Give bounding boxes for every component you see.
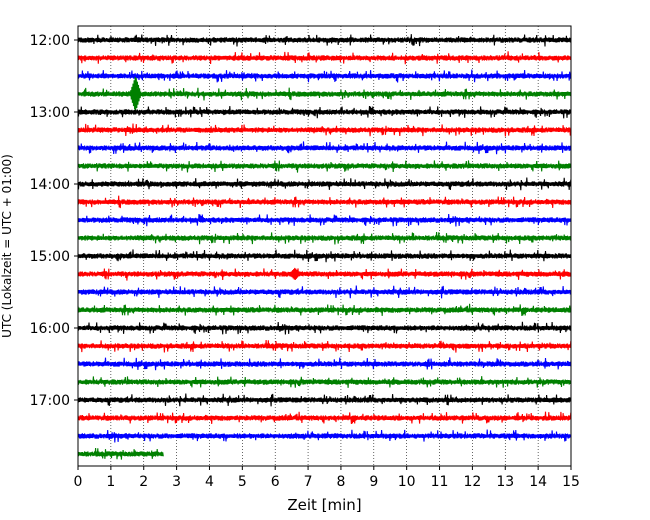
seismogram-trace bbox=[77, 213, 572, 227]
x-tick-label: 3 bbox=[172, 474, 181, 490]
seismogram-trace bbox=[77, 123, 572, 137]
seismogram-trace bbox=[77, 231, 572, 245]
seismogram-traces bbox=[77, 34, 572, 460]
seismogram-trace bbox=[77, 376, 572, 388]
vertical-grid bbox=[110, 26, 539, 466]
seismogram-trace bbox=[77, 303, 572, 317]
y-axis-title: UTC (Lokalzeit = UTC + 01:00) bbox=[0, 154, 14, 338]
seismogram-trace bbox=[77, 285, 572, 299]
seismogram-trace bbox=[77, 393, 572, 407]
plot-frame bbox=[77, 25, 572, 467]
seismogram-trace bbox=[77, 249, 572, 263]
seismogram-trace bbox=[77, 177, 572, 191]
x-tick-label: 4 bbox=[205, 474, 214, 490]
x-tick-label: 1 bbox=[106, 474, 115, 490]
y-tick-label: 16:00 bbox=[30, 321, 70, 337]
y-tick-label: 15:00 bbox=[30, 249, 70, 265]
seismogram-trace bbox=[77, 321, 572, 335]
y-tick-label: 14:00 bbox=[30, 177, 70, 193]
x-tick-label: 15 bbox=[562, 474, 580, 490]
x-tick-label: 14 bbox=[529, 474, 547, 490]
seismogram-trace bbox=[77, 76, 572, 112]
y-tick-label: 13:00 bbox=[30, 105, 70, 121]
x-tick-label: 12 bbox=[463, 474, 481, 490]
seismogram-trace bbox=[77, 51, 572, 65]
seismogram-trace bbox=[77, 357, 572, 371]
x-tick-label: 13 bbox=[496, 474, 514, 490]
seismogram-trace bbox=[77, 141, 572, 155]
seismogram-trace bbox=[77, 69, 572, 83]
seismogram-trace bbox=[77, 447, 164, 460]
seismogram-trace bbox=[77, 411, 572, 425]
x-tick-label: 2 bbox=[139, 474, 148, 490]
seismogram-trace bbox=[77, 339, 572, 353]
seismogram-trace bbox=[77, 429, 572, 443]
seismogram-trace bbox=[77, 195, 572, 209]
x-tick-label: 11 bbox=[431, 474, 449, 490]
seismogram-trace bbox=[77, 34, 572, 47]
x-tick-label: 10 bbox=[398, 474, 416, 490]
x-tick-label: 5 bbox=[238, 474, 247, 490]
seismogram-trace bbox=[77, 267, 572, 281]
seismogram-trace bbox=[77, 160, 572, 173]
x-axis-ticks: 0 1 2 3 4 5 6 7 8 9 10 11 12 13 14 15 bbox=[74, 466, 580, 490]
x-tick-label: 7 bbox=[304, 474, 313, 490]
y-tick-label: 17:00 bbox=[30, 393, 70, 409]
x-axis-title: Zeit [min] bbox=[287, 496, 361, 514]
x-tick-label: 9 bbox=[369, 474, 378, 490]
seismogram-trace bbox=[77, 105, 572, 119]
y-tick-label: 12:00 bbox=[30, 33, 70, 49]
x-tick-label: 6 bbox=[271, 474, 280, 490]
x-tick-label: 8 bbox=[336, 474, 345, 490]
y-axis-ticks: 12:00 13:00 14:00 15:00 16:00 17:00 bbox=[30, 33, 78, 409]
x-tick-label: 0 bbox=[74, 474, 83, 490]
